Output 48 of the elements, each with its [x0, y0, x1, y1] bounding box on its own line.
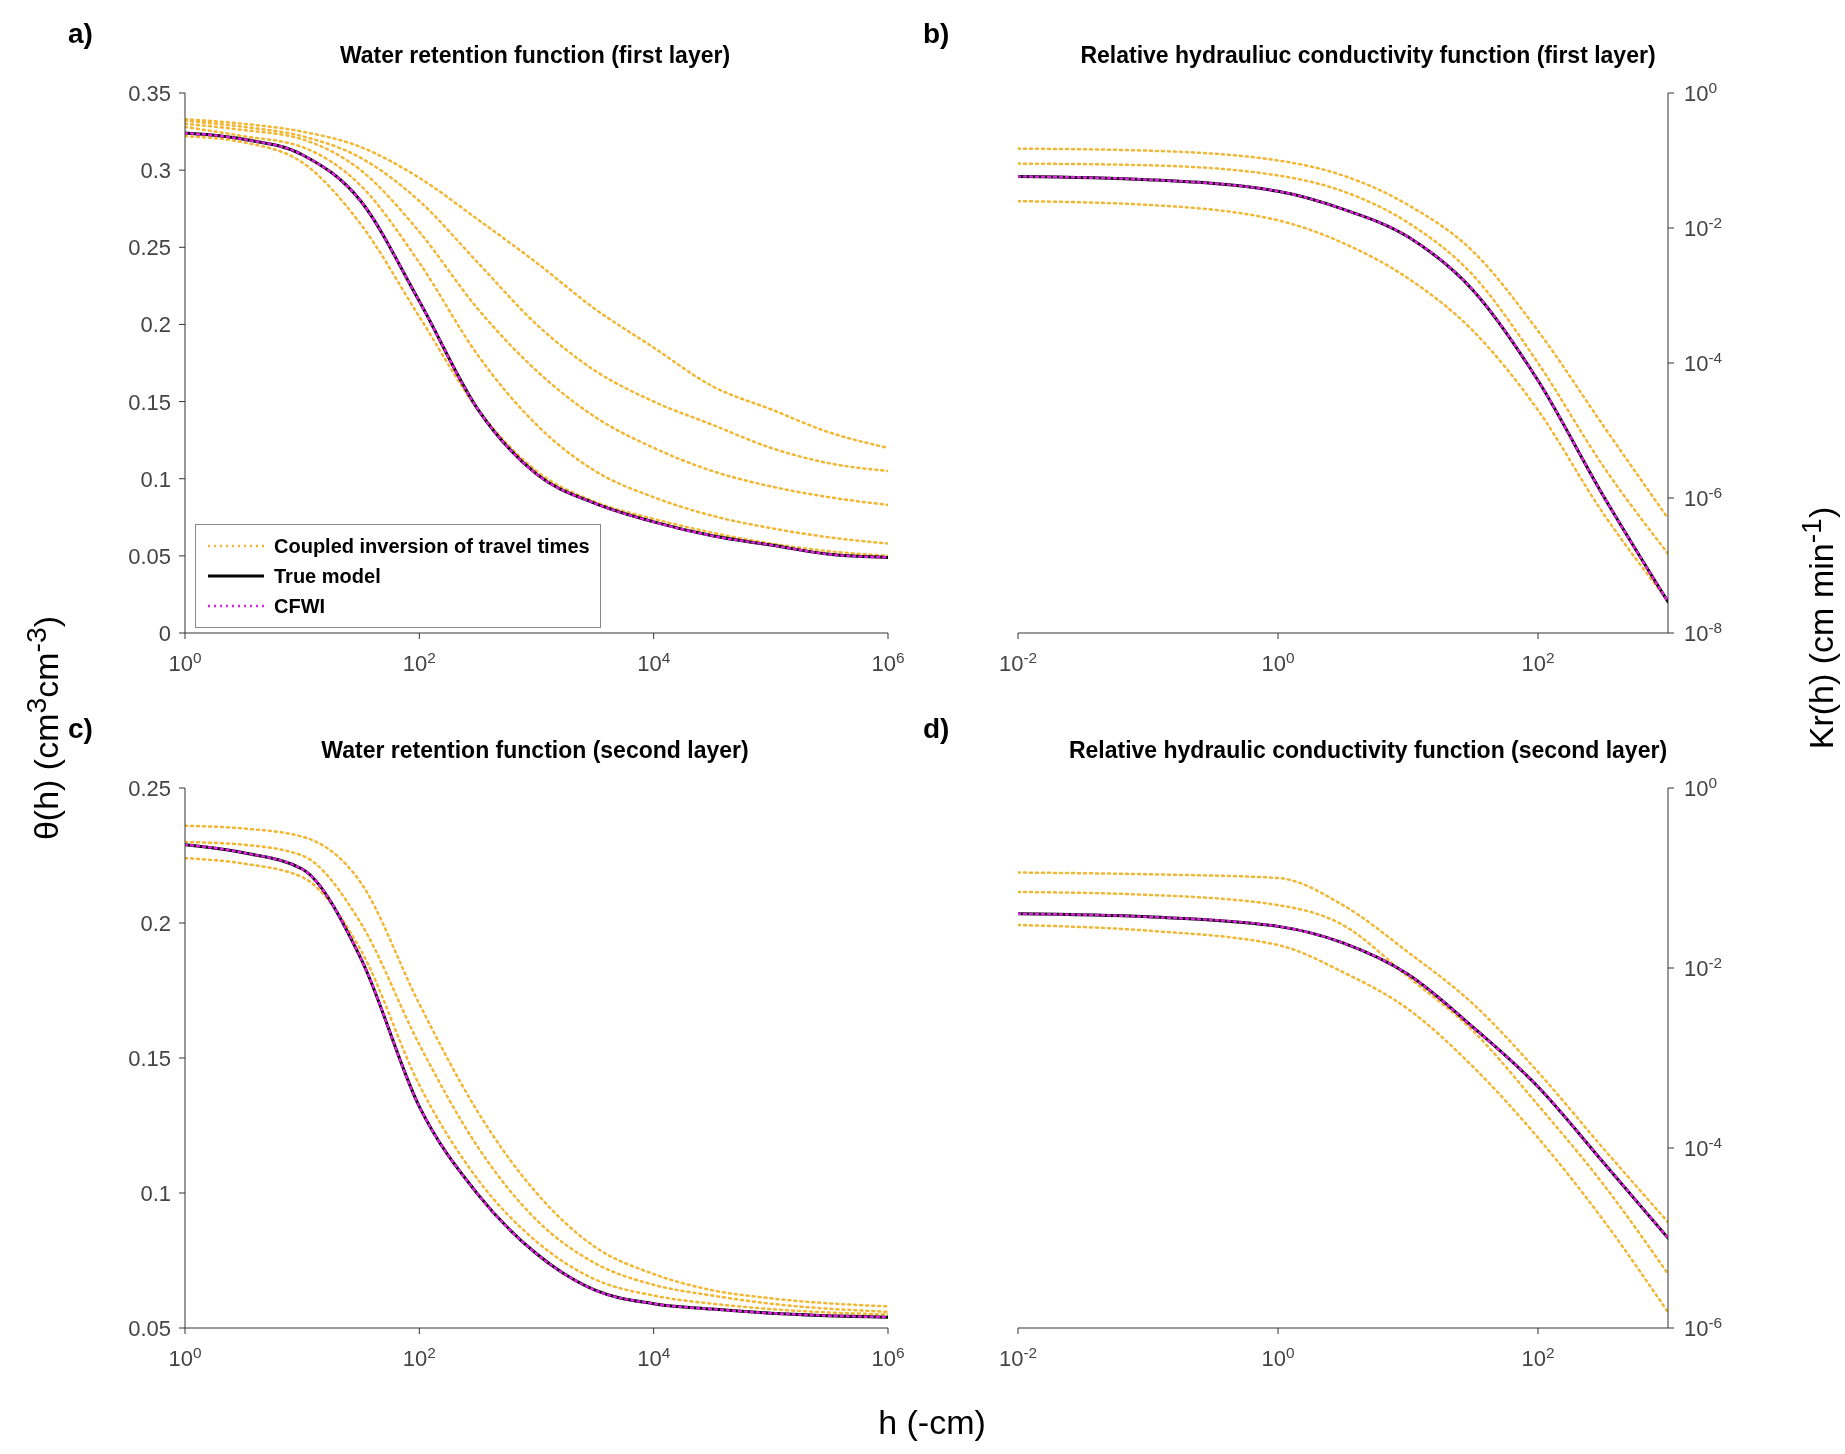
y-tick-label: 10$^{-4}$ [1684, 348, 1723, 376]
x-tick-label: 10$^{2}$ [1521, 648, 1555, 676]
x-tick-label: 10$^{0}$ [1261, 1343, 1295, 1371]
y-tick-label: 10$^{-6}$ [1684, 1313, 1723, 1341]
x-tick-label: 10$^{2}$ [1521, 1343, 1555, 1371]
y-tick-label: 0.1 [140, 1181, 171, 1206]
y-tick-label: 0.25 [128, 776, 171, 801]
y-tick-label: 0.05 [128, 1316, 171, 1341]
text: d) [923, 713, 950, 745]
y-tick-label: 0.05 [128, 543, 171, 569]
y-tick-label: 10$^{-2}$ [1684, 953, 1723, 981]
x-tick-label: 10$^{2}$ [402, 648, 436, 676]
chart-title: Water retention function (second layer) [320, 737, 750, 764]
legend-label: Coupled inversion of travel times [274, 534, 590, 559]
y-tick-label: 0.15 [128, 1046, 171, 1071]
y-tick-label: 0.35 [128, 81, 171, 106]
x-tick-label: 10$^{0}$ [1261, 648, 1295, 676]
y-tick-label: 0.25 [128, 235, 171, 261]
x-tick-label: 10$^{4}$ [637, 648, 671, 676]
x-tick-label: 10$^{-2}$ [998, 1343, 1038, 1371]
x-axis-title: h (-cm) [878, 1403, 986, 1442]
text: b) [923, 18, 950, 50]
y-tick-label: 10$^{0}$ [1684, 78, 1718, 106]
y-tick-label: 0 [158, 621, 171, 646]
chart-title: Relative hydraulic conductivity function (second layer) [1067, 737, 1669, 764]
y-tick-label: 10$^{-6}$ [1684, 483, 1723, 511]
y-tick-label: 0.1 [140, 466, 171, 492]
y-tick-label: 10$^{-2}$ [1684, 213, 1723, 241]
chart-title: Relative hydrauliuc conductivity function (first layer) [1079, 42, 1657, 69]
x-tick-label: 10$^{0}$ [168, 1343, 202, 1371]
y-tick-label: 10$^{0}$ [1684, 773, 1718, 801]
x-tick-label: 10$^{6}$ [871, 1343, 905, 1371]
y-tick-label: 0.2 [140, 312, 171, 338]
y-tick-label: 10$^{-4}$ [1684, 1133, 1723, 1161]
text: c) [68, 713, 93, 745]
legend-label: True model [274, 564, 381, 589]
x-tick-label: 10$^{2}$ [402, 1343, 436, 1371]
x-tick-label: 10$^{4}$ [637, 1343, 671, 1371]
x-tick-label: 10$^{-2}$ [998, 648, 1038, 676]
y-tick-label: 10$^{-8}$ [1684, 618, 1723, 646]
x-tick-label: 10$^{0}$ [168, 648, 202, 676]
text: a) [68, 18, 93, 50]
legend-label: CFWI [274, 594, 326, 619]
x-tick-label: 10$^{6}$ [871, 648, 905, 676]
y-tick-label: 0.15 [128, 389, 171, 415]
chart-title: Water retention function (first layer) [338, 42, 732, 69]
y-tick-label: 0.2 [140, 911, 171, 936]
y-tick-label: 0.3 [140, 158, 171, 184]
